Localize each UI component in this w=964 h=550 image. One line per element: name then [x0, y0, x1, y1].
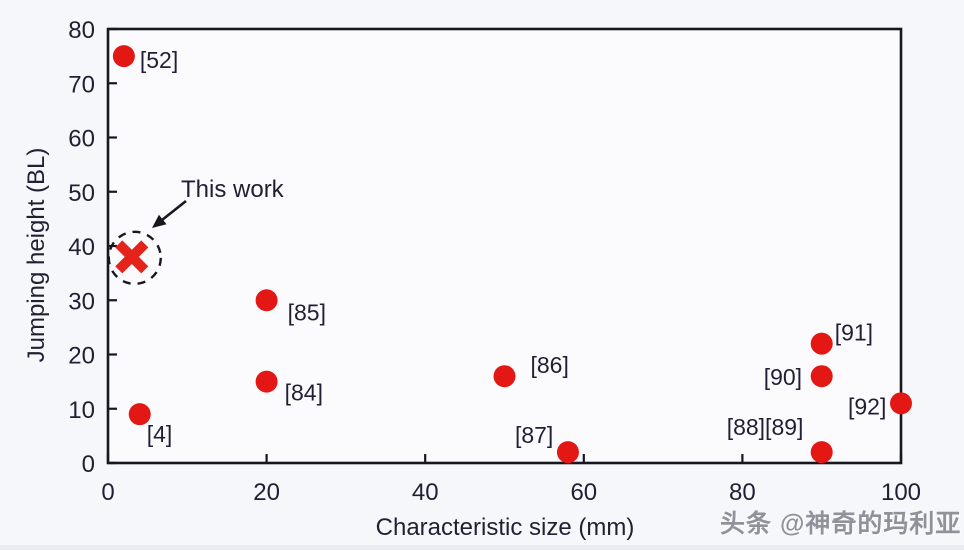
y-tick-label: 0 [82, 451, 95, 478]
data-point [255, 289, 278, 312]
y-tick-label: 20 [68, 343, 95, 370]
x-tick-label: 60 [570, 479, 597, 506]
data-point [493, 365, 516, 388]
this-work-annotation-label: This work [181, 176, 284, 203]
data-point-label: [88][89] [727, 414, 804, 440]
y-tick-label: 80 [68, 17, 95, 44]
data-point-label: [92] [848, 393, 886, 419]
data-point [112, 45, 135, 68]
y-tick-label: 30 [68, 288, 95, 315]
y-tick-label: 40 [68, 234, 95, 261]
data-point [890, 392, 912, 415]
plot-frame [106, 27, 903, 465]
x-tick-label: 40 [412, 479, 439, 506]
x-tick-label: 20 [253, 479, 280, 506]
data-point [810, 332, 833, 355]
watermark-text: 头条 @神奇的玛利亚 [720, 510, 962, 538]
bottom-strip [0, 545, 964, 550]
y-axis-title: Jumping height (BL) [23, 147, 50, 363]
x-tick-label: 100 [881, 479, 921, 506]
data-point [255, 370, 278, 393]
highlight-x-marker [115, 240, 149, 274]
data-point-label: [91] [835, 320, 873, 346]
data-point-label: [86] [531, 352, 569, 378]
data-point [810, 441, 833, 464]
annotation-arrow-line [157, 199, 187, 225]
y-tick-label: 70 [68, 71, 95, 98]
data-point-label: [4] [147, 421, 173, 447]
data-point [128, 403, 151, 426]
y-tick-label: 10 [68, 397, 95, 424]
data-point-label: [87] [515, 422, 553, 448]
highlight-dashed-circle [107, 230, 162, 286]
y-tick-label: 50 [68, 180, 95, 207]
data-point [810, 365, 833, 388]
data-point-label: [90] [764, 364, 802, 390]
y-tick-label: 60 [68, 126, 95, 153]
data-point [556, 441, 579, 464]
data-point-label: [85] [288, 299, 326, 325]
x-axis-title: Characteristic size (mm) [375, 514, 635, 541]
x-tick-label: 0 [101, 479, 114, 506]
data-point-label: [84] [285, 380, 323, 406]
x-tick-label: 80 [729, 479, 756, 506]
annotation-arrow-head [152, 214, 167, 228]
data-point-label: [52] [140, 47, 178, 73]
